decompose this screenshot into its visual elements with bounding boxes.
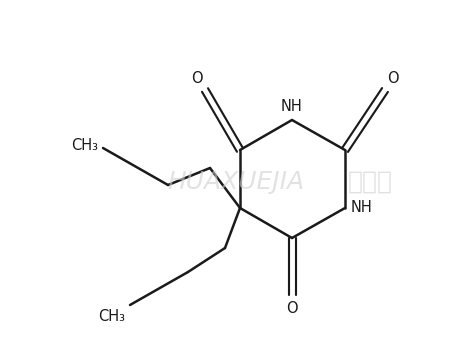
Text: NH: NH [281, 99, 303, 114]
Text: CH₃: CH₃ [98, 309, 125, 324]
Text: NH: NH [351, 201, 373, 215]
Text: 化学加: 化学加 [347, 170, 393, 194]
Text: HUAXUEJIA: HUAXUEJIA [168, 170, 304, 194]
Text: CH₃: CH₃ [71, 138, 98, 154]
Text: O: O [387, 71, 399, 86]
Text: O: O [191, 71, 203, 86]
Text: O: O [286, 301, 298, 316]
